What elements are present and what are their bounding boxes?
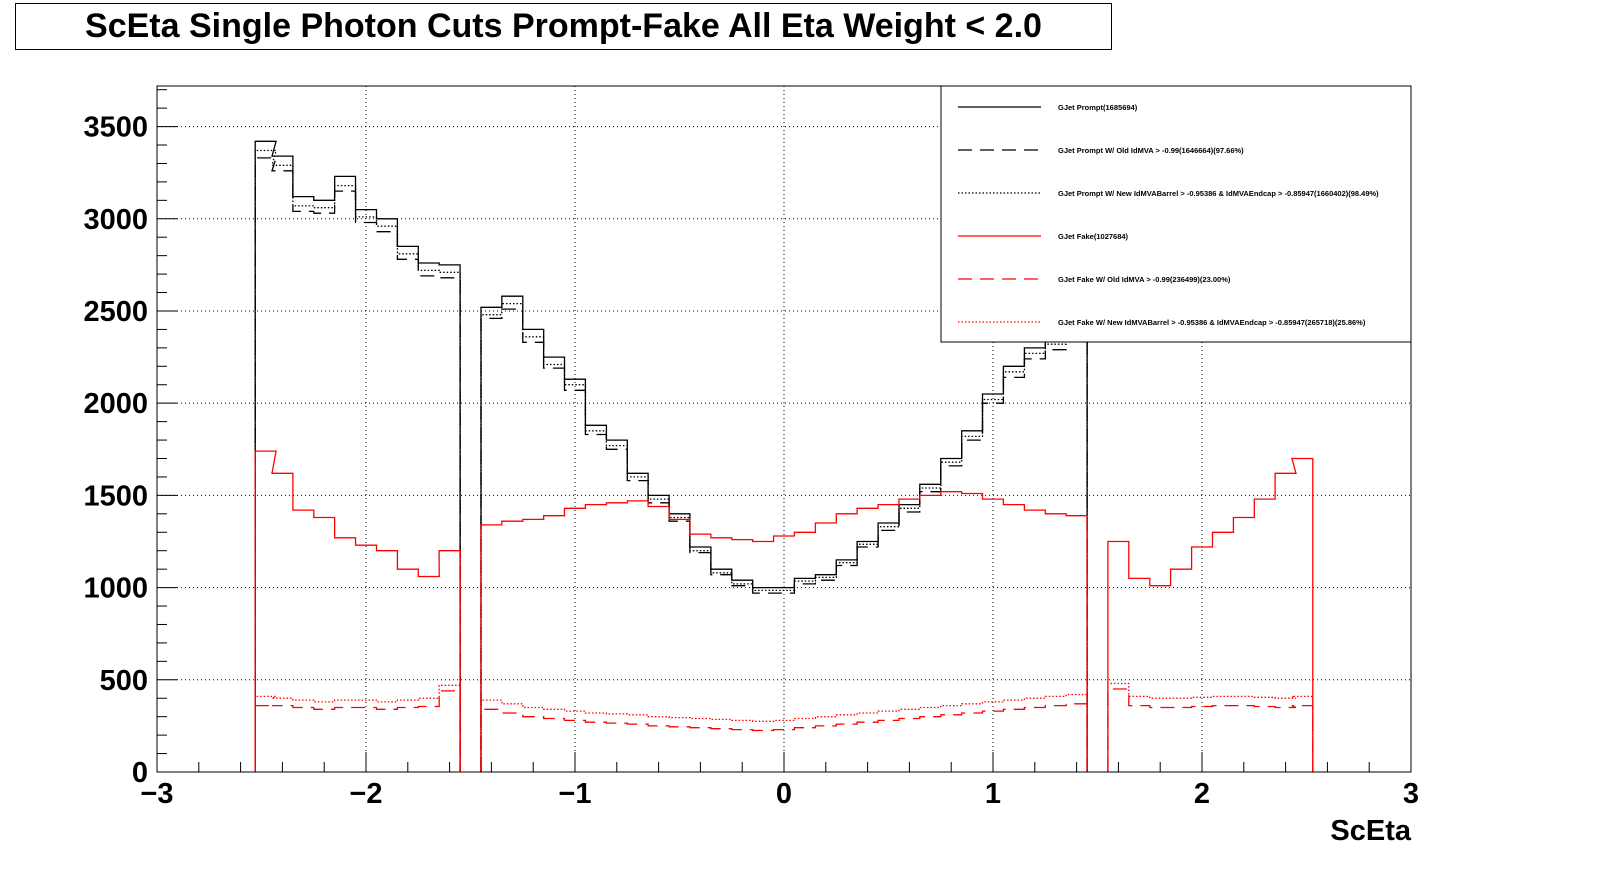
x-tick-label: −2 [349,778,382,810]
legend-label: GJet Fake W/ New IdMVABarrel > -0.95386 … [1058,318,1366,327]
x-tick-label: 0 [776,778,792,810]
x-tick-label: 1 [985,778,1001,810]
y-tick-label: 1500 [83,480,148,512]
series-layer [254,140,1314,772]
chart-title-box: ScEta Single Photon Cuts Prompt-Fake All… [15,3,1112,50]
chart-title: ScEta Single Photon Cuts Prompt-Fake All… [85,7,1042,45]
x-tick-label: 3 [1403,778,1419,810]
series-line-4 [254,450,1314,772]
legend-label: GJet Fake(1027684) [1058,232,1129,241]
x-tick-label: −3 [140,778,173,810]
legend-box [940,85,1412,343]
series-line-5 [254,688,1314,772]
y-tick-label: 2000 [83,388,148,420]
series-line-6 [254,682,1314,772]
x-axis-label: ScEta [1330,815,1411,847]
x-tick-label: −1 [558,778,591,810]
y-tick-label: 2500 [83,296,148,328]
x-tick-label: 2 [1194,778,1210,810]
legend-label: GJet Prompt W/ Old IdMVA > -0.99(1646664… [1058,146,1244,155]
legend: GJet Prompt(1685694) GJet Prompt W/ Old I… [940,85,1412,343]
axes: −3 −2 −1 0 1 2 3 0 500 1000 1500 2000 2500 3000 3500 [83,89,1419,810]
y-tick-label: 3500 [83,112,148,144]
legend-label: GJet Fake W/ Old IdMVA > -0.99(236499)(2… [1058,275,1231,284]
y-tick-label: 1000 [83,573,148,605]
y-tick-label: 500 [100,665,148,697]
legend-label: GJet Prompt W/ New IdMVABarrel > -0.9538… [1058,189,1379,198]
y-tick-label: 0 [132,757,148,789]
legend-label: GJet Prompt(1685694) [1058,103,1138,112]
y-tick-label: 3000 [83,204,148,236]
series-line-3 [254,149,1088,772]
series-line-2 [254,157,1088,772]
